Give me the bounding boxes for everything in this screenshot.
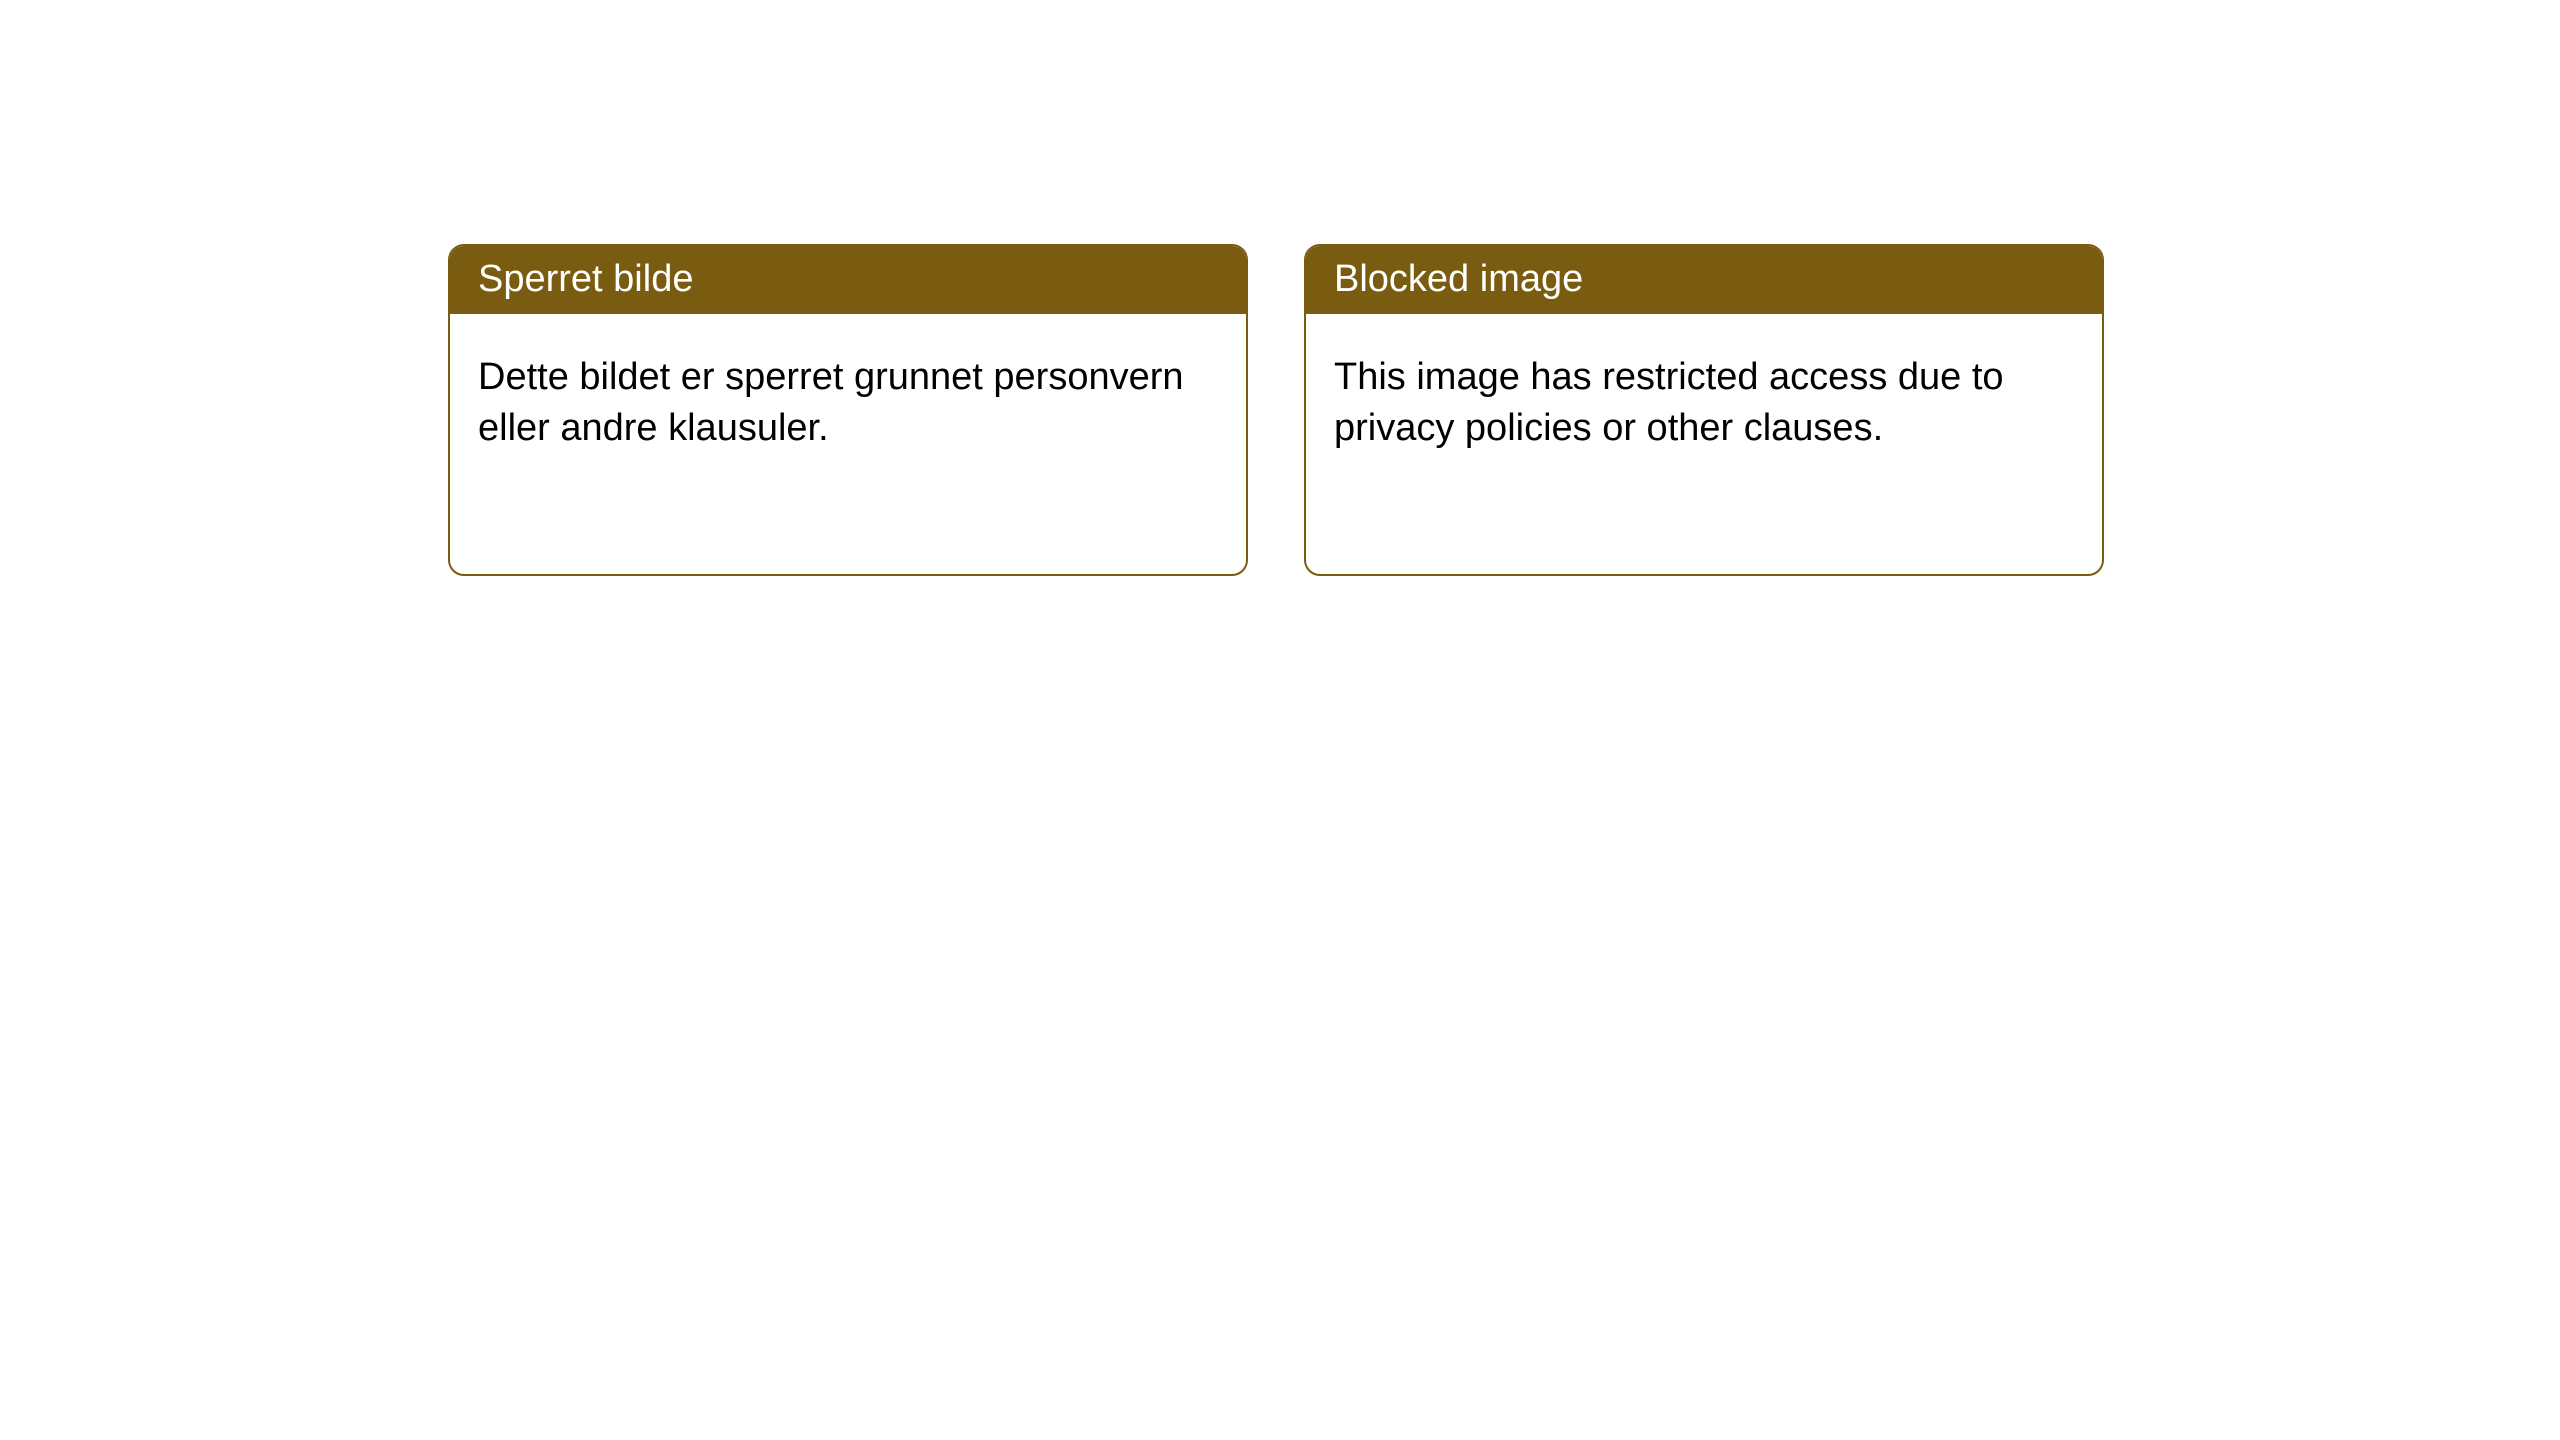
card-title: Blocked image (1334, 258, 1583, 300)
notice-card-container: Sperret bilde Dette bildet er sperret gr… (448, 244, 2104, 576)
card-header: Blocked image (1306, 246, 2102, 314)
card-body-text: Dette bildet er sperret grunnet personve… (478, 356, 1184, 449)
card-body: Dette bildet er sperret grunnet personve… (450, 314, 1246, 493)
notice-card-english: Blocked image This image has restricted … (1304, 244, 2104, 576)
card-body: This image has restricted access due to … (1306, 314, 2102, 493)
card-header: Sperret bilde (450, 246, 1246, 314)
notice-card-norwegian: Sperret bilde Dette bildet er sperret gr… (448, 244, 1248, 576)
card-title: Sperret bilde (478, 258, 693, 300)
card-body-text: This image has restricted access due to … (1334, 356, 2004, 449)
